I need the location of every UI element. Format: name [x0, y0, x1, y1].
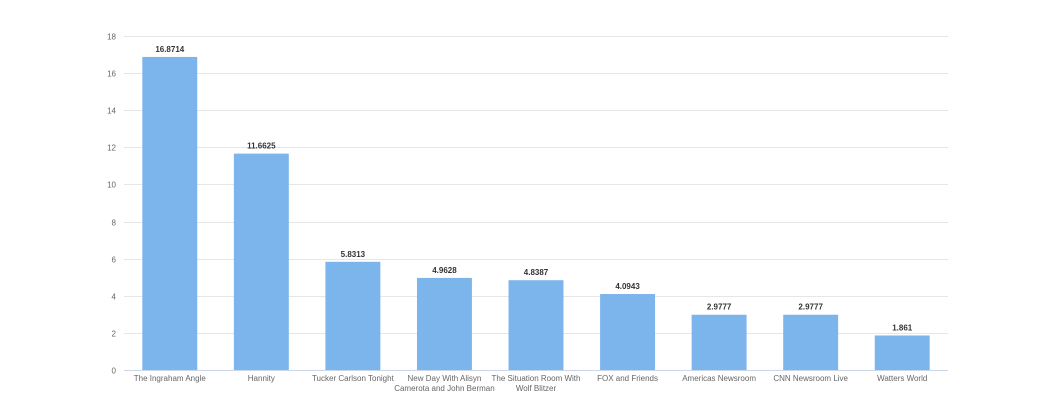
data-label: 4.0943 [615, 282, 640, 291]
x-category-label: FOX and Friends [597, 374, 658, 383]
x-category-label: The Ingraham Angle [134, 374, 207, 383]
y-tick-label: 10 [107, 181, 116, 190]
data-label: 5.8313 [341, 250, 366, 259]
y-tick-label: 18 [107, 33, 116, 42]
data-labels: 16.8714 11.6625 5.8313 4.9628 4.8387 4.0943 2.… [155, 45, 912, 333]
x-category-label-line: FOX and Friends [597, 374, 658, 383]
x-category-label-line: CNN Newsroom Live [773, 374, 848, 383]
x-category-label-line: The Ingraham Angle [134, 374, 207, 383]
bar[interactable] [416, 277, 472, 370]
x-category-label: CNN Newsroom Live [773, 374, 848, 383]
x-category-label-line: Camerota and John Berman [394, 384, 495, 393]
x-category-label: The Situation Room With Wolf Blitzer [492, 374, 581, 393]
bar[interactable] [233, 153, 289, 370]
bar[interactable] [508, 280, 564, 370]
bar[interactable] [325, 261, 381, 370]
bar[interactable] [691, 314, 747, 370]
data-label: 2.9777 [707, 303, 732, 312]
bar[interactable] [142, 56, 198, 370]
x-category-label-line: New Day With Alisyn [408, 374, 482, 383]
data-label: 4.9628 [432, 266, 457, 275]
data-label: 1.861 [892, 323, 913, 332]
y-tick-label: 0 [112, 367, 117, 376]
bar[interactable] [600, 294, 656, 370]
data-label: 16.8714 [155, 45, 184, 54]
y-tick-label: 4 [112, 293, 117, 302]
data-label: 2.9777 [798, 303, 823, 312]
x-category-label: New Day With Alisyn Camerota and John Ber… [394, 374, 495, 393]
y-tick-label: 8 [112, 219, 117, 228]
x-category-label-line: Tucker Carlson Tonight [312, 374, 395, 383]
x-category-label: Tucker Carlson Tonight [312, 374, 395, 383]
x-category-label-line: The Situation Room With [492, 374, 581, 383]
x-category-label: Americas Newsroom [682, 374, 756, 383]
data-label: 11.6625 [247, 142, 276, 151]
x-category-label: Hannity [248, 374, 275, 383]
x-category-label-line: Watters World [877, 374, 927, 383]
x-category-label-line: Hannity [248, 374, 275, 383]
y-tick-label: 14 [107, 107, 116, 116]
x-category-label-line: Wolf Blitzer [516, 384, 557, 393]
x-axis-category-labels: The Ingraham Angle Hannity Tucker Carlson … [134, 374, 928, 393]
bars [142, 56, 930, 370]
x-category-label-line: Americas Newsroom [682, 374, 756, 383]
bar[interactable] [783, 314, 839, 370]
x-category-label: Watters World [877, 374, 927, 383]
bar[interactable] [874, 335, 930, 370]
y-axis-tick-labels: 0 2 4 6 8 10 12 14 16 18 [107, 33, 116, 376]
y-tick-label: 6 [112, 256, 117, 265]
y-tick-label: 12 [107, 144, 116, 153]
y-tick-label: 2 [112, 330, 117, 339]
y-tick-label: 16 [107, 70, 116, 79]
data-label: 4.8387 [524, 268, 549, 277]
